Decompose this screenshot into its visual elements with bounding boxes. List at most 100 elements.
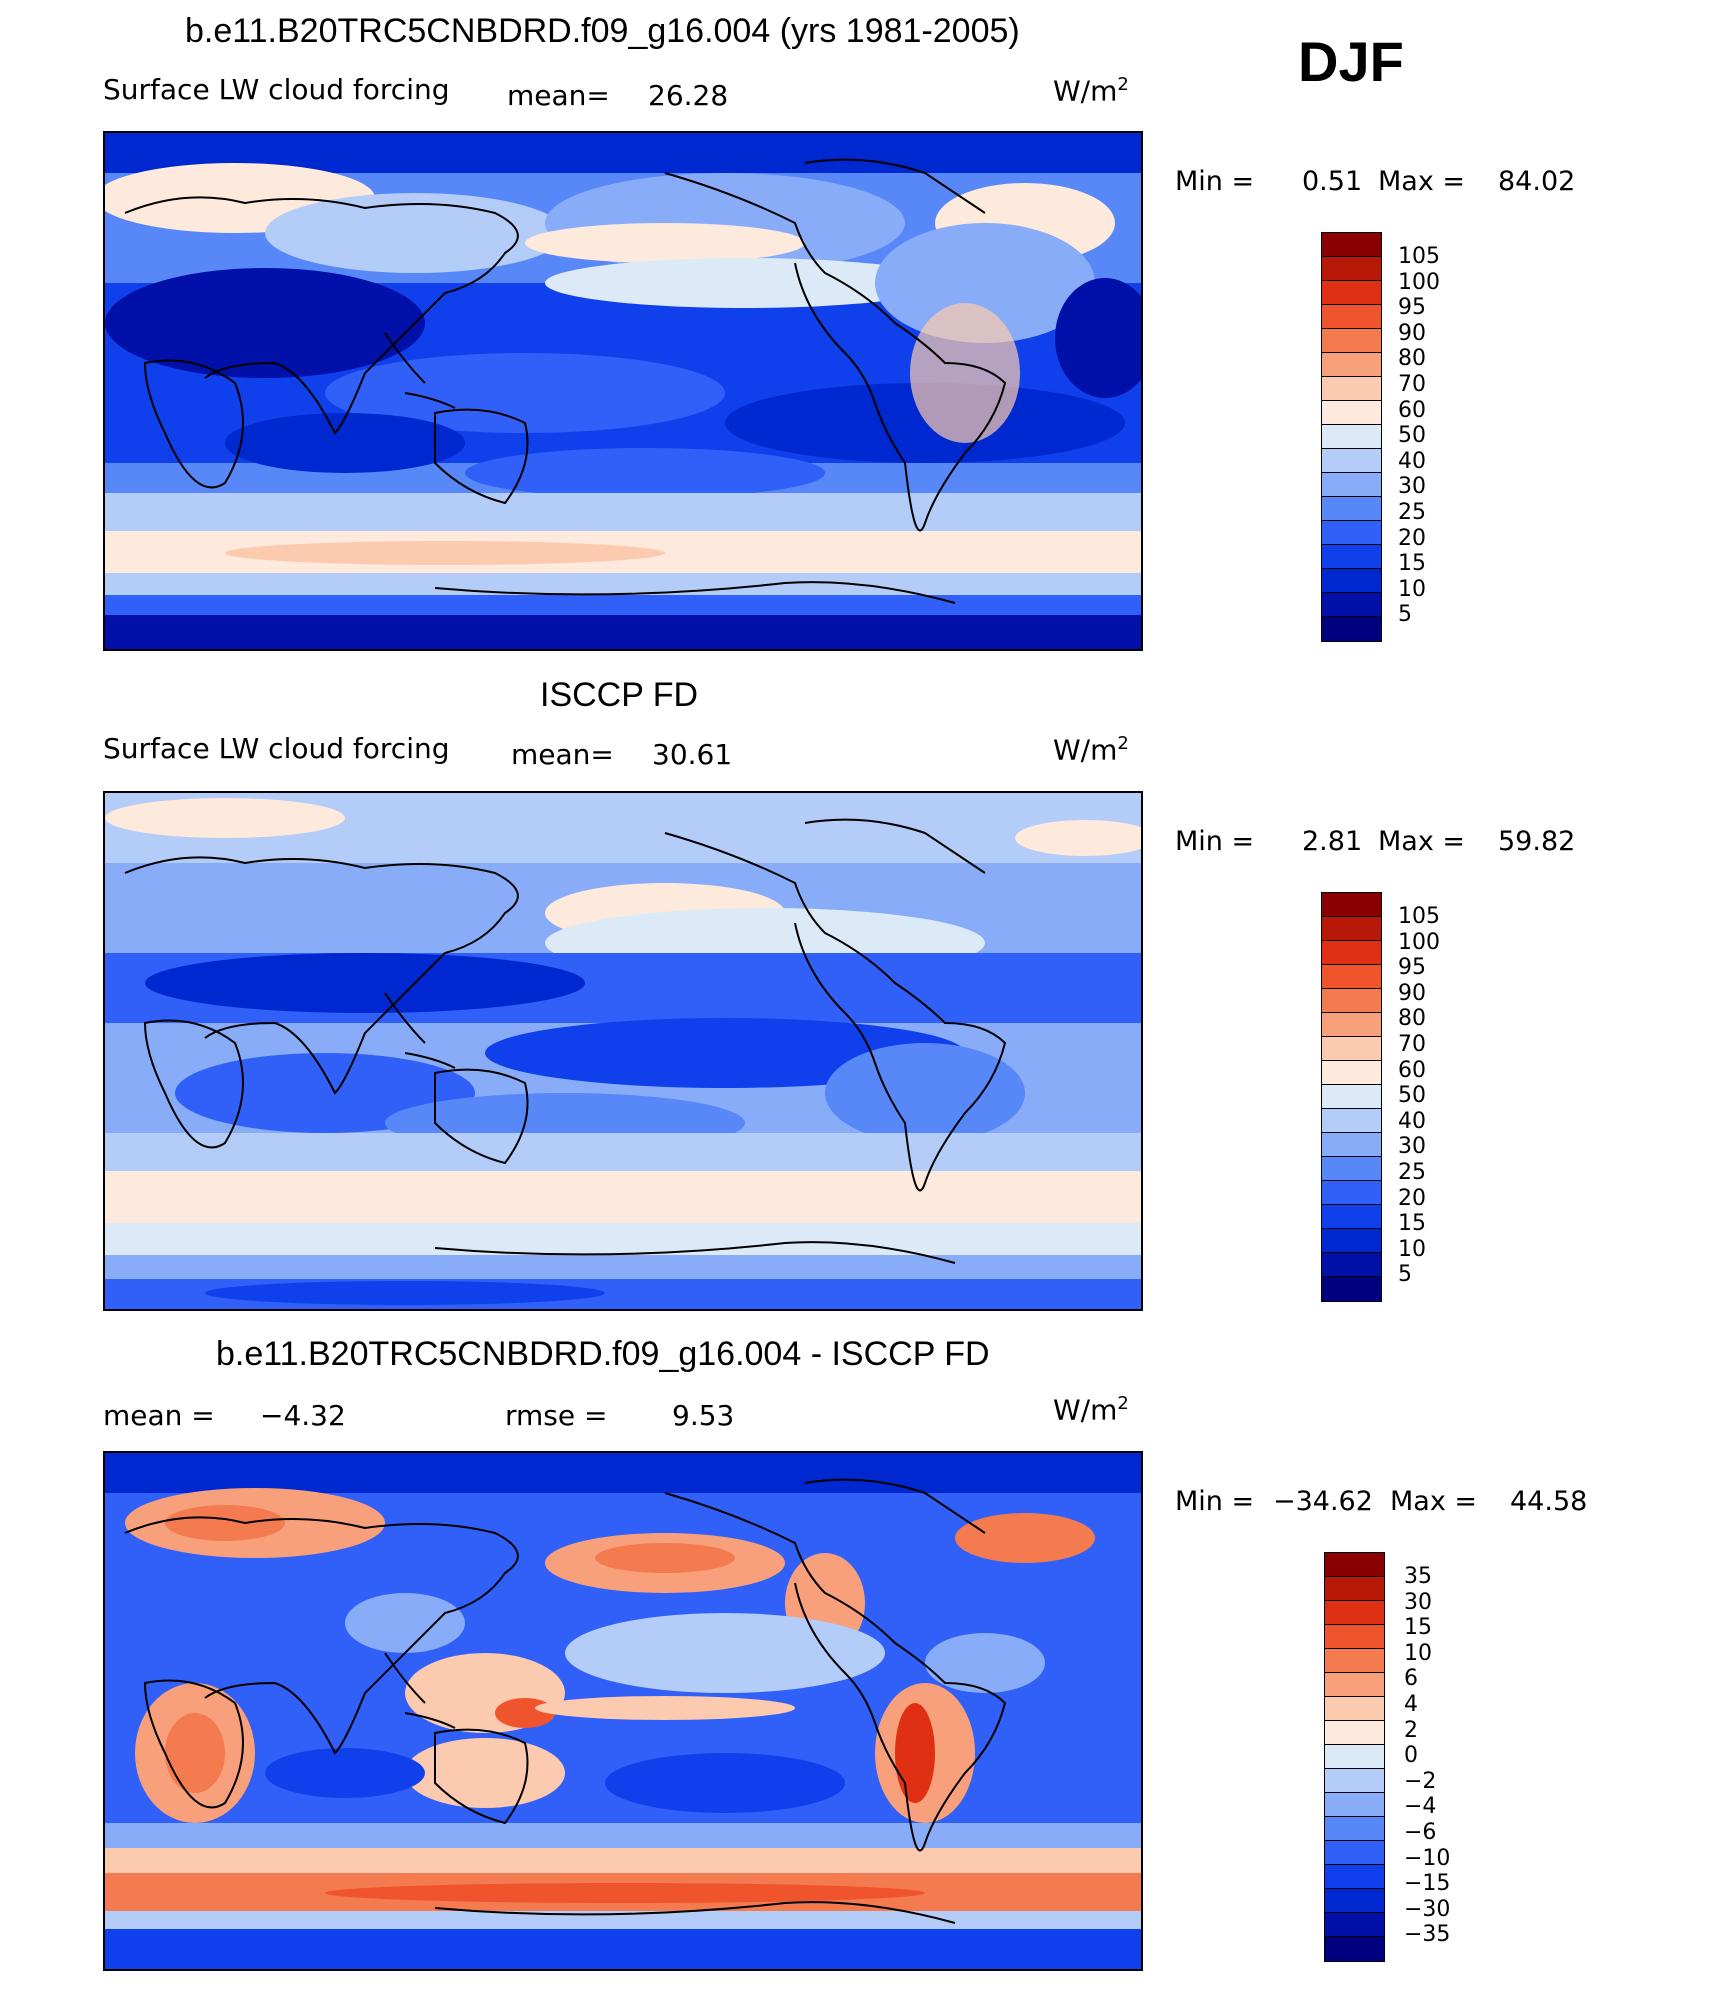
panel-1-variable: Surface LW cloud forcing xyxy=(103,73,450,106)
colorbar-swatch xyxy=(1325,1577,1384,1601)
colorbar-swatch xyxy=(1322,1061,1381,1085)
colorbar-tick-label: 25 xyxy=(1398,500,1426,525)
colorbar-swatch xyxy=(1322,965,1381,989)
panel-2-title: ISCCP FD xyxy=(540,676,699,714)
colorbar-tick-label: 10 xyxy=(1398,1236,1426,1262)
panel-2-colorbar xyxy=(1321,892,1382,1302)
colorbar-swatch xyxy=(1322,1013,1381,1037)
colorbar-swatch xyxy=(1322,281,1381,305)
panel-2-variable: Surface LW cloud forcing xyxy=(103,732,450,765)
colorbar-tick-label: −35 xyxy=(1404,1922,1451,1948)
colorbar-tick-label: 4 xyxy=(1404,1692,1418,1717)
panel-3-title: b.e11.B20TRC5CNBDRD.f09_g16.004 - ISCCP … xyxy=(216,1335,990,1373)
panel-1-mean-label: mean= xyxy=(507,79,610,112)
colorbar-tick-label: −6 xyxy=(1404,1820,1437,1845)
colorbar-swatch xyxy=(1322,1253,1381,1277)
colorbar-swatch xyxy=(1325,1601,1384,1625)
colorbar-tick-label: 40 xyxy=(1398,1108,1426,1134)
colorbar-swatch xyxy=(1322,593,1381,617)
colorbar-tick-label: 60 xyxy=(1398,397,1426,423)
colorbar-tick-label: 25 xyxy=(1398,1160,1426,1185)
colorbar-tick-label: 30 xyxy=(1404,1589,1432,1615)
colorbar-swatch xyxy=(1322,1037,1381,1061)
season-label: DJF xyxy=(1298,30,1404,93)
colorbar-tick-label: 5 xyxy=(1398,1262,1412,1288)
colorbar-swatch xyxy=(1322,1157,1381,1181)
colorbar-swatch xyxy=(1322,1109,1381,1133)
panel-1-max-label: Max = xyxy=(1378,166,1466,197)
colorbar-swatch xyxy=(1322,545,1381,569)
colorbar-swatch xyxy=(1325,1865,1384,1889)
panel-1-units: W/m2 xyxy=(1053,74,1129,108)
colorbar-swatch xyxy=(1322,569,1381,593)
colorbar-tick-label: 50 xyxy=(1398,423,1426,449)
colorbar-tick-label: −2 xyxy=(1404,1768,1437,1794)
panel-1-min-label: Min = xyxy=(1175,166,1255,197)
colorbar-swatch xyxy=(1322,305,1381,329)
colorbar-swatch xyxy=(1322,617,1381,641)
colorbar-tick-label: 5 xyxy=(1398,602,1412,628)
panel-1-mean-value: 26.28 xyxy=(648,79,729,112)
colorbar-swatch xyxy=(1322,1181,1381,1205)
panel-3-rmse-value: 9.53 xyxy=(672,1399,735,1432)
colorbar-tick-label: 15 xyxy=(1404,1615,1432,1641)
panel-3-mean-label: mean = xyxy=(103,1399,215,1432)
panel-2-mean-label: mean= xyxy=(511,738,614,771)
colorbar-swatch xyxy=(1325,1817,1384,1841)
colorbar-swatch xyxy=(1322,1205,1381,1229)
panel-3-max-value: 44.58 xyxy=(1510,1486,1588,1517)
colorbar-swatch xyxy=(1322,401,1381,425)
colorbar-swatch xyxy=(1322,449,1381,473)
colorbar-swatch xyxy=(1322,473,1381,497)
colorbar-tick-label: 70 xyxy=(1398,1032,1426,1057)
colorbar-tick-label: 100 xyxy=(1398,929,1440,955)
colorbar-tick-label: 95 xyxy=(1398,955,1426,981)
panel-2-max-value: 59.82 xyxy=(1498,826,1576,857)
colorbar-tick-label: 30 xyxy=(1398,474,1426,500)
colorbar-swatch xyxy=(1325,1841,1384,1865)
panel-2-units: W/m2 xyxy=(1053,733,1129,767)
colorbar-tick-label: −4 xyxy=(1404,1794,1437,1820)
colorbar-swatch xyxy=(1322,521,1381,545)
colorbar-swatch xyxy=(1322,497,1381,521)
colorbar-tick-label: 95 xyxy=(1398,295,1426,321)
panel-2-min-label: Min = xyxy=(1175,826,1255,857)
colorbar-swatch xyxy=(1325,1745,1384,1769)
colorbar-tick-label: 60 xyxy=(1398,1057,1426,1083)
colorbar-swatch xyxy=(1322,329,1381,353)
colorbar-swatch xyxy=(1322,425,1381,449)
colorbar-swatch xyxy=(1325,1769,1384,1793)
colorbar-swatch xyxy=(1322,893,1381,917)
colorbar-tick-label: 15 xyxy=(1398,1211,1426,1237)
panel-2-min-value: 2.81 xyxy=(1302,826,1363,857)
colorbar-tick-label: 70 xyxy=(1398,372,1426,397)
colorbar-swatch xyxy=(1322,1229,1381,1253)
colorbar-tick-label: 20 xyxy=(1398,525,1426,551)
colorbar-swatch xyxy=(1325,1697,1384,1721)
colorbar-tick-label: 50 xyxy=(1398,1083,1426,1109)
colorbar-swatch xyxy=(1322,1277,1381,1301)
colorbar-tick-label: 105 xyxy=(1398,244,1440,269)
panel-3-rmse-label: rmse = xyxy=(505,1399,608,1432)
panel-3-colorbar xyxy=(1324,1552,1385,1962)
panel-1-min-value: 0.51 xyxy=(1302,166,1363,197)
panel-3-max-label: Max = xyxy=(1390,1486,1478,1517)
colorbar-swatch xyxy=(1322,377,1381,401)
colorbar-tick-label: 40 xyxy=(1398,448,1426,474)
colorbar-tick-label: 0 xyxy=(1404,1743,1418,1769)
colorbar-tick-label: 100 xyxy=(1398,269,1440,295)
colorbar-swatch xyxy=(1322,1085,1381,1109)
colorbar-swatch xyxy=(1322,989,1381,1013)
colorbar-tick-label: −10 xyxy=(1404,1845,1451,1871)
panel-2-map xyxy=(103,791,1143,1311)
colorbar-swatch xyxy=(1325,1673,1384,1697)
colorbar-tick-label: 15 xyxy=(1398,551,1426,577)
panel-3-map xyxy=(103,1451,1143,1971)
panel-3-units: W/m2 xyxy=(1053,1393,1129,1427)
colorbar-swatch xyxy=(1325,1793,1384,1817)
panel-1-colorbar xyxy=(1321,232,1382,642)
panel-1-title: b.e11.B20TRC5CNBDRD.f09_g16.004 (yrs 198… xyxy=(185,12,1020,50)
colorbar-tick-label: 105 xyxy=(1398,904,1440,929)
colorbar-swatch xyxy=(1322,233,1381,257)
colorbar-swatch xyxy=(1325,1553,1384,1577)
